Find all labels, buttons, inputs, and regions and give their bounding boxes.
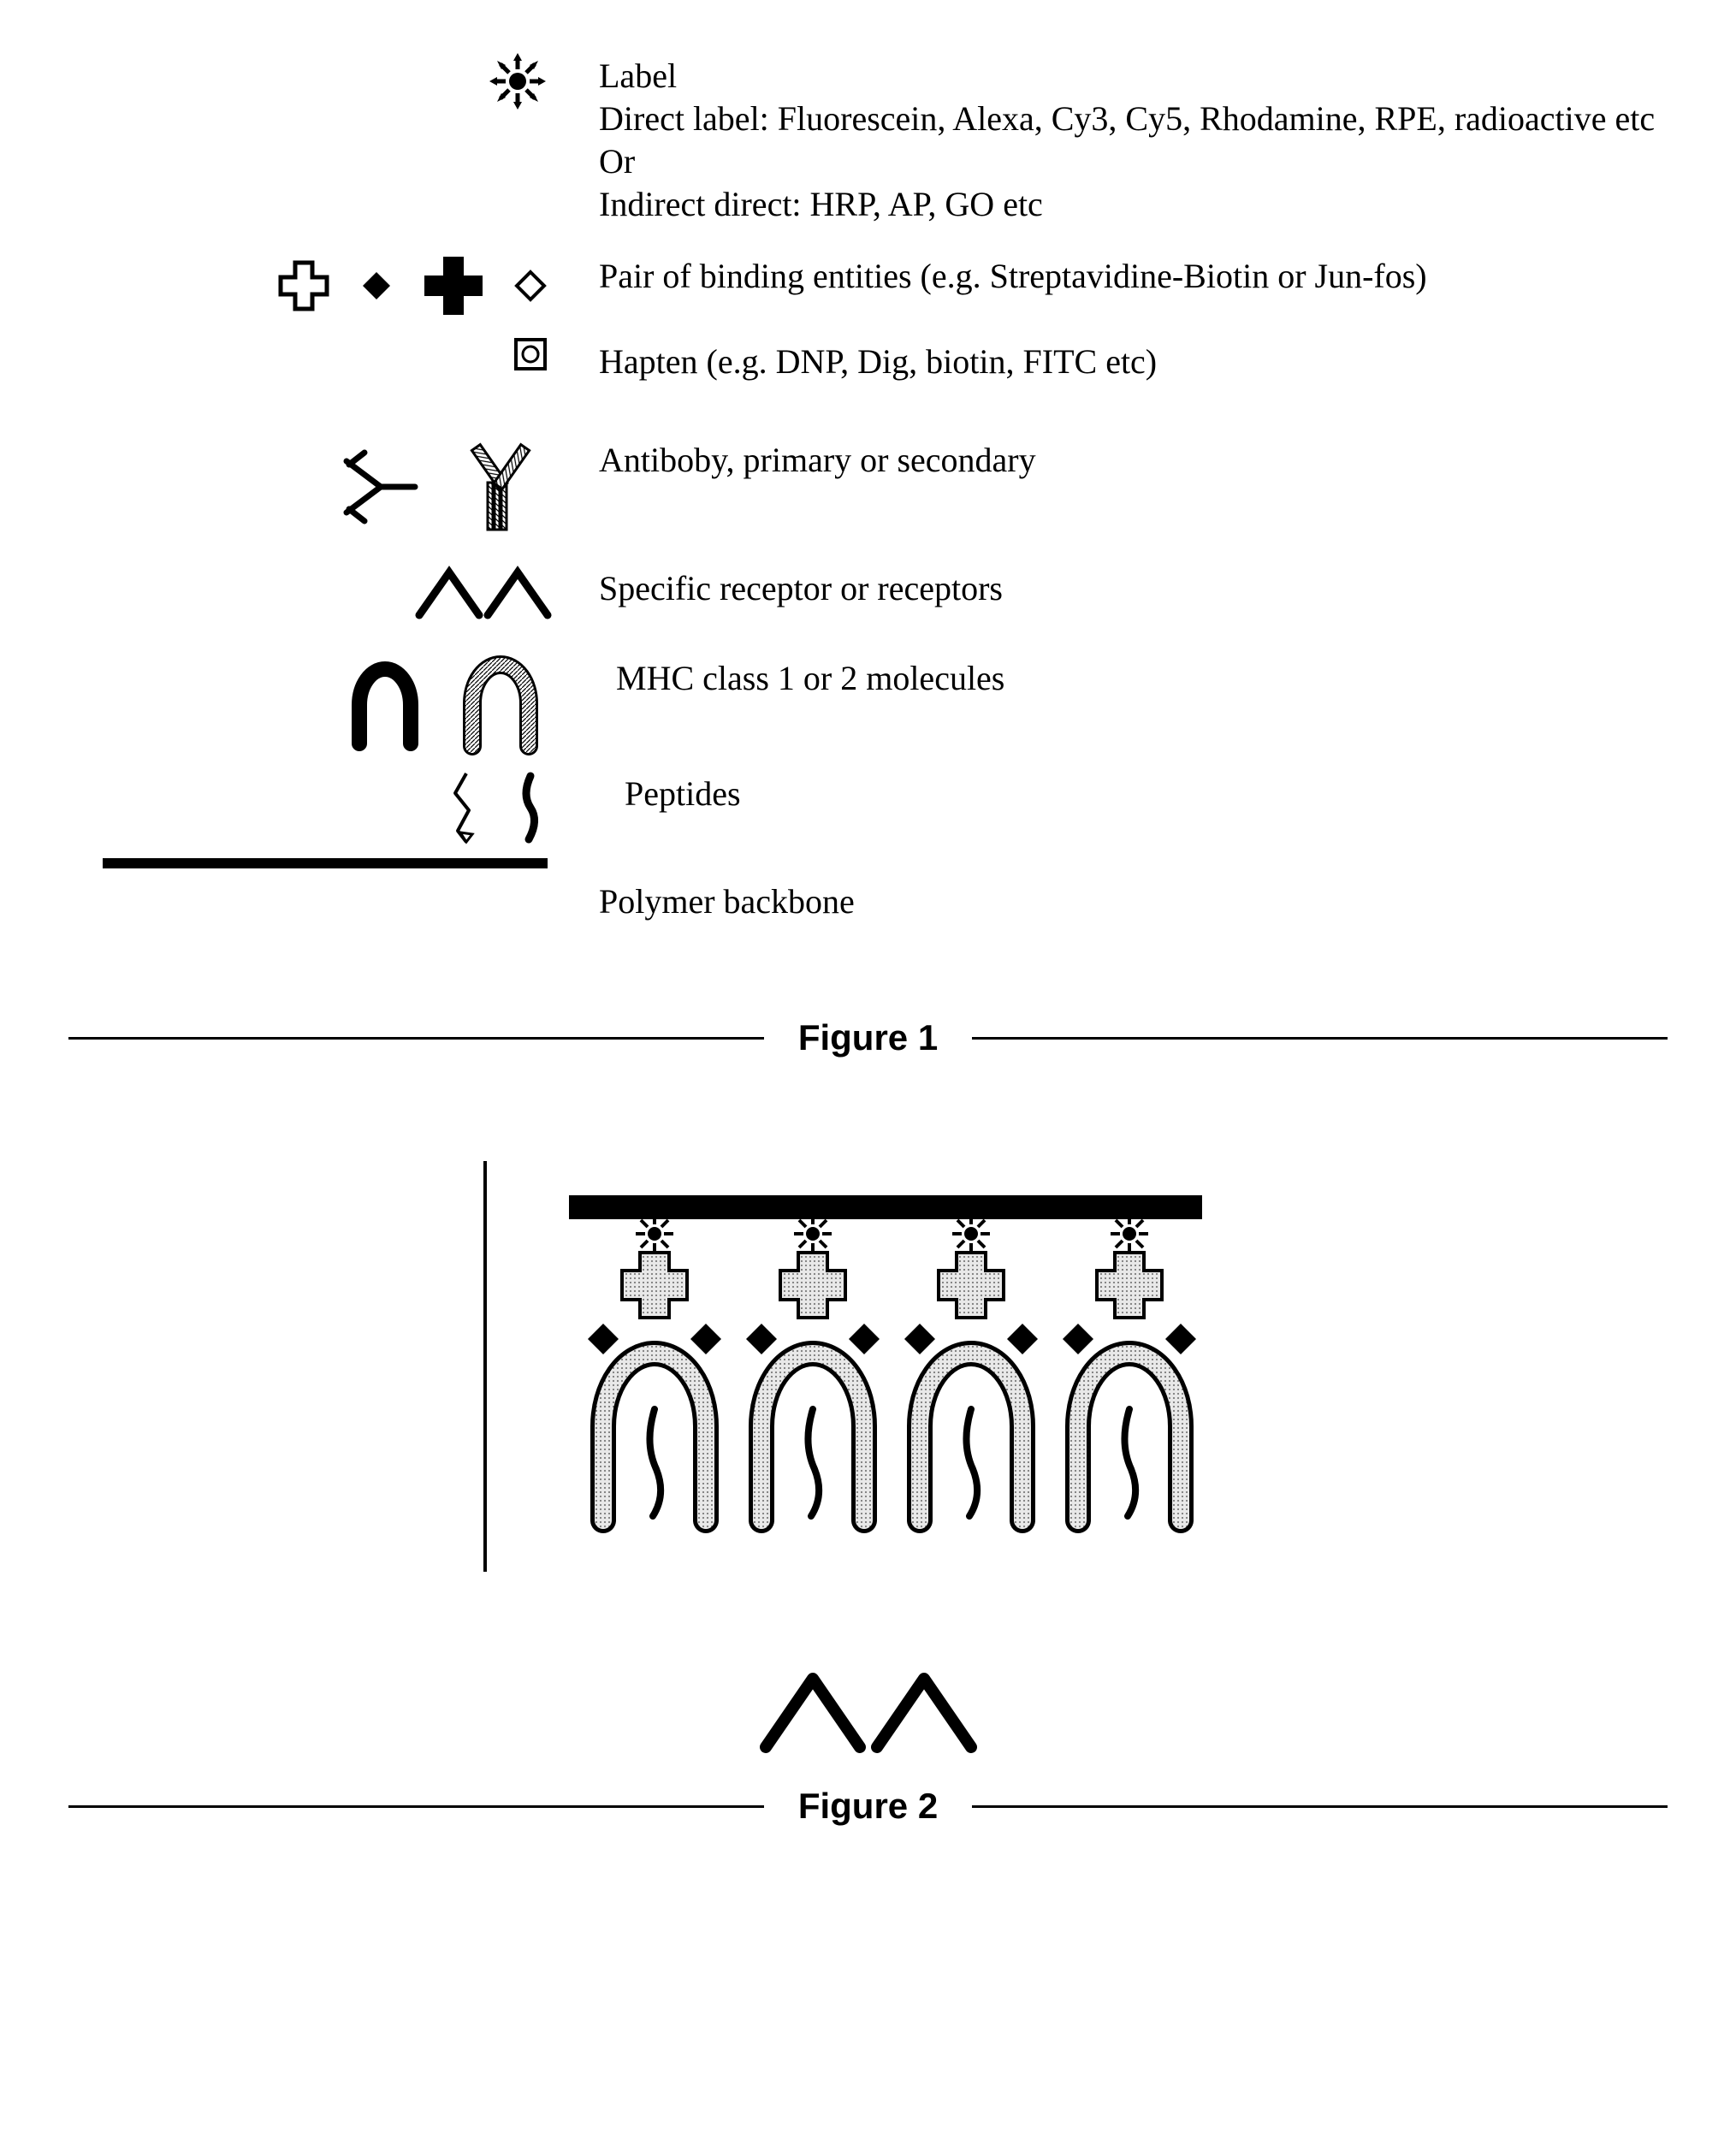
figure2-receptors [749,1666,988,1760]
figure2-caption-bar: Figure 2 [68,1786,1668,1827]
cross-outline-icon [274,256,334,316]
legend-text-backbone: Polymer backbone [599,855,1668,923]
legend-icons-hapten [68,337,599,371]
legend-row-peptides: Peptides [68,769,1668,846]
legend-icons-backbone [68,855,599,872]
hr-left-2 [68,1805,764,1808]
legend-icons-receptor [68,564,599,624]
legend-icons-antibody [68,436,599,538]
figure2-diagram [483,1161,1253,1640]
legend-icons-mhc [68,654,599,756]
legend-row-hapten: Hapten (e.g. DNP, Dig, biotin, FITC etc) [68,337,1668,406]
receptor-icon [411,564,548,624]
hr-left [68,1037,764,1040]
mhc-complex-unit-1 [578,1212,732,1538]
mhc-complex-icon [578,1212,732,1538]
peptide-outline-icon [445,769,488,846]
mhc-complex-icon [1052,1212,1206,1538]
hr-right-2 [972,1805,1668,1808]
hr-right [972,1037,1668,1040]
mhc-complex-icon [736,1212,890,1538]
legend-row-backbone: Polymer backbone [68,855,1668,923]
legend-icons-binding-pair [68,252,599,320]
figure2-axis-vline [483,1161,487,1572]
legend-row-mhc: MHC class 1 or 2 molecules [68,654,1668,756]
legend-text-hapten: Hapten (e.g. DNP, Dig, biotin, FITC etc) [599,337,1668,383]
legend-text-antibody: Antiboby, primary or secondary [599,436,1668,482]
figure2-area [68,1161,1668,1760]
diamond-outline-icon [513,269,548,303]
mhc-complex-unit-2 [736,1212,890,1538]
diamond-solid-icon [359,269,394,303]
legend-row-receptor: Specific receptor or receptors [68,564,1668,632]
legend-text-mhc: MHC class 1 or 2 molecules [599,654,1668,700]
legend-icons-label [68,51,599,111]
mhc-complex-unit-4 [1052,1212,1206,1538]
figure1-legend: Label Direct label: Fluorescein, Alexa, … [68,51,1668,923]
mhc-hatched-icon [453,654,548,756]
sunburst-icon [488,51,548,111]
mhc-complex-icon [894,1212,1048,1538]
legend-row-label: Label Direct label: Fluorescein, Alexa, … [68,51,1668,226]
legend-text-receptor: Specific receptor or receptors [599,564,1668,610]
legend-icons-peptides [68,769,599,846]
figure2-caption: Figure 2 [798,1786,938,1827]
mhc-solid-icon [342,658,428,752]
peptide-solid-icon [513,769,548,846]
legend-text-peptides: Peptides [599,769,1668,815]
legend-row-antibody: Antiboby, primary or secondary [68,436,1668,538]
antibody-line-icon [334,444,428,530]
legend-text-binding-pair: Pair of binding entities (e.g. Streptavi… [599,252,1668,298]
hapten-square-icon [513,337,548,371]
mhc-complex-unit-3 [894,1212,1048,1538]
legend-text-label: Label Direct label: Fluorescein, Alexa, … [599,51,1668,226]
cross-solid-icon [419,252,488,320]
receptor-pair-icon [749,1666,988,1760]
antibody-hatched-icon [453,436,548,538]
legend-row-binding-pair: Pair of binding entities (e.g. Streptavi… [68,252,1668,320]
figure1-caption: Figure 1 [798,1017,938,1058]
figure1-caption-bar: Figure 1 [68,1017,1668,1058]
backbone-line-icon [103,855,548,872]
